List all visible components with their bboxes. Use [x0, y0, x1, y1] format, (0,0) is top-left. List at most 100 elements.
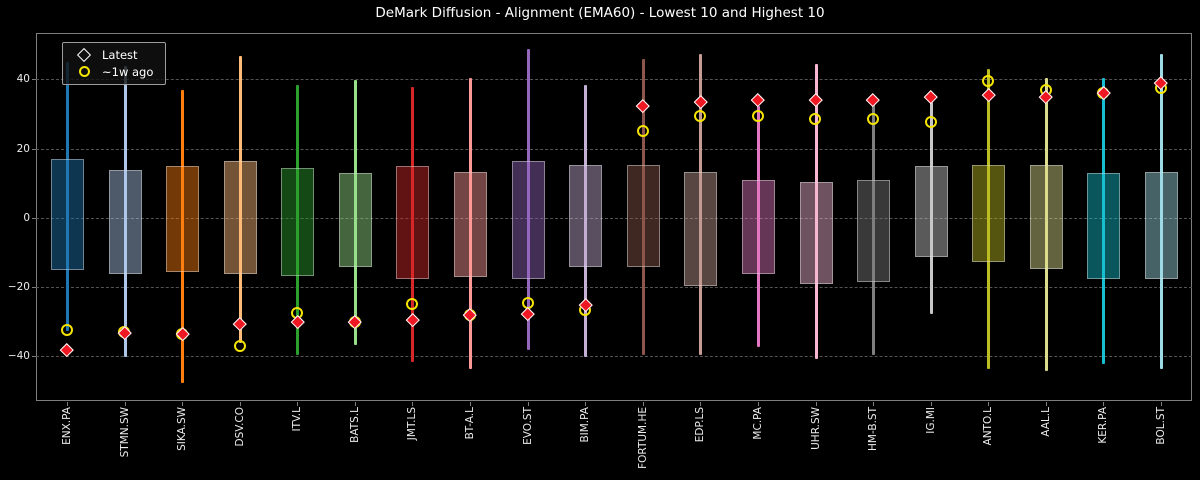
gridline — [36, 217, 1192, 219]
y-tick — [32, 79, 36, 81]
x-tick-label: FORTUM.HE — [636, 407, 649, 469]
whisker-line — [699, 53, 703, 356]
x-tick-label: DSV.CO — [233, 407, 246, 447]
chart-title: DeMark Diffusion - Alignment (EMA60) - L… — [375, 5, 825, 21]
range-box — [972, 164, 1006, 262]
y-tick-label: 0 — [23, 211, 30, 224]
legend-label-latest: Latest — [102, 47, 138, 62]
y-tick-label: −20 — [7, 281, 30, 294]
range-box — [569, 164, 603, 267]
whisker-line — [411, 86, 415, 363]
whisker-line — [526, 48, 530, 351]
x-tick-label: BT-A.L — [464, 407, 477, 440]
whisker-line — [641, 58, 645, 356]
x-tick — [873, 402, 875, 406]
x-tick-label: STMN.SW — [118, 407, 131, 458]
y-tick — [32, 287, 36, 289]
latest-diamond-icon — [76, 47, 92, 62]
range-box — [857, 180, 891, 283]
range-box — [51, 159, 84, 271]
x-tick — [585, 402, 587, 406]
gridline — [36, 79, 1192, 81]
x-tick-label: EDP.LS — [694, 407, 707, 443]
whisker-line — [296, 84, 300, 356]
range-box — [166, 166, 200, 273]
week-ago-marker — [867, 113, 880, 126]
x-tick — [182, 402, 184, 406]
range-box — [1029, 164, 1063, 269]
range-box — [626, 164, 660, 267]
y-tick-label: −40 — [7, 350, 30, 363]
x-tick — [354, 402, 356, 406]
week-ago-marker — [636, 125, 649, 138]
x-tick — [988, 402, 990, 406]
whisker-line — [814, 64, 818, 359]
x-tick — [1103, 402, 1105, 406]
whisker-line — [1102, 78, 1106, 364]
x-tick — [930, 402, 932, 406]
whisker-line — [353, 79, 357, 345]
whisker-line — [66, 62, 69, 331]
x-tick — [527, 402, 529, 406]
week-ago-marker — [233, 339, 246, 352]
plot-area — [36, 33, 1192, 401]
whisker-line — [756, 105, 760, 347]
x-tick-label: JMT.LS — [406, 407, 419, 441]
legend-item-latest: Latest — [72, 47, 153, 62]
x-tick-label: ANTO.L — [982, 407, 995, 446]
whisker-line — [1044, 78, 1048, 371]
y-tick-label: 20 — [16, 142, 30, 155]
gridline — [36, 287, 1192, 289]
y-tick — [32, 356, 36, 358]
y-tick-label: 40 — [16, 73, 30, 86]
x-tick-label: BATS.L — [348, 407, 361, 443]
legend-marker-cell — [72, 66, 96, 77]
x-tick — [815, 402, 817, 406]
whisker-line — [987, 69, 991, 370]
whisker-line — [872, 104, 876, 356]
whisker-line — [181, 90, 185, 383]
legend-item-week-ago: ~1w ago — [72, 64, 153, 79]
range-box — [396, 166, 430, 280]
legend: Latest ~1w ago — [62, 42, 167, 85]
range-box — [511, 161, 545, 280]
week-ago-marker — [809, 113, 822, 126]
x-tick — [470, 402, 472, 406]
x-tick-label: HM-B.ST — [867, 407, 880, 451]
range-box — [223, 161, 257, 274]
x-tick — [1161, 402, 1163, 406]
x-tick-label: IG.MI — [924, 407, 937, 434]
week-ago-marker — [982, 74, 995, 87]
range-box — [1087, 173, 1121, 279]
whisker-line — [469, 78, 473, 370]
x-tick — [700, 402, 702, 406]
range-box — [1145, 171, 1179, 279]
y-tick — [32, 148, 36, 150]
y-tick — [32, 217, 36, 219]
whisker-line — [238, 55, 242, 344]
week-ago-marker — [60, 324, 73, 337]
x-tick-label: EVO.ST — [521, 407, 534, 445]
week-ago-marker — [694, 109, 707, 122]
x-tick-label: UHR.SW — [809, 407, 822, 450]
range-box — [281, 168, 315, 276]
x-tick — [67, 402, 68, 406]
x-tick-label: ITV.L — [291, 407, 304, 432]
range-box — [108, 169, 142, 274]
week-ago-marker — [924, 116, 937, 129]
gridline — [36, 148, 1192, 150]
whisker-line — [1160, 53, 1164, 370]
whisker-line — [123, 65, 127, 357]
x-tick — [239, 402, 241, 406]
range-box — [338, 173, 372, 267]
whisker-line — [929, 102, 933, 314]
range-box — [914, 166, 948, 257]
x-tick-label: ENX.PA — [61, 407, 73, 445]
gridline — [36, 356, 1192, 358]
x-tick-label: BOL.ST — [1155, 407, 1168, 445]
week-ago-circle-icon — [78, 66, 90, 77]
range-box — [741, 180, 775, 274]
x-tick-label: SIKA.SW — [176, 407, 189, 451]
x-tick-label: BIM.PA — [579, 407, 592, 443]
